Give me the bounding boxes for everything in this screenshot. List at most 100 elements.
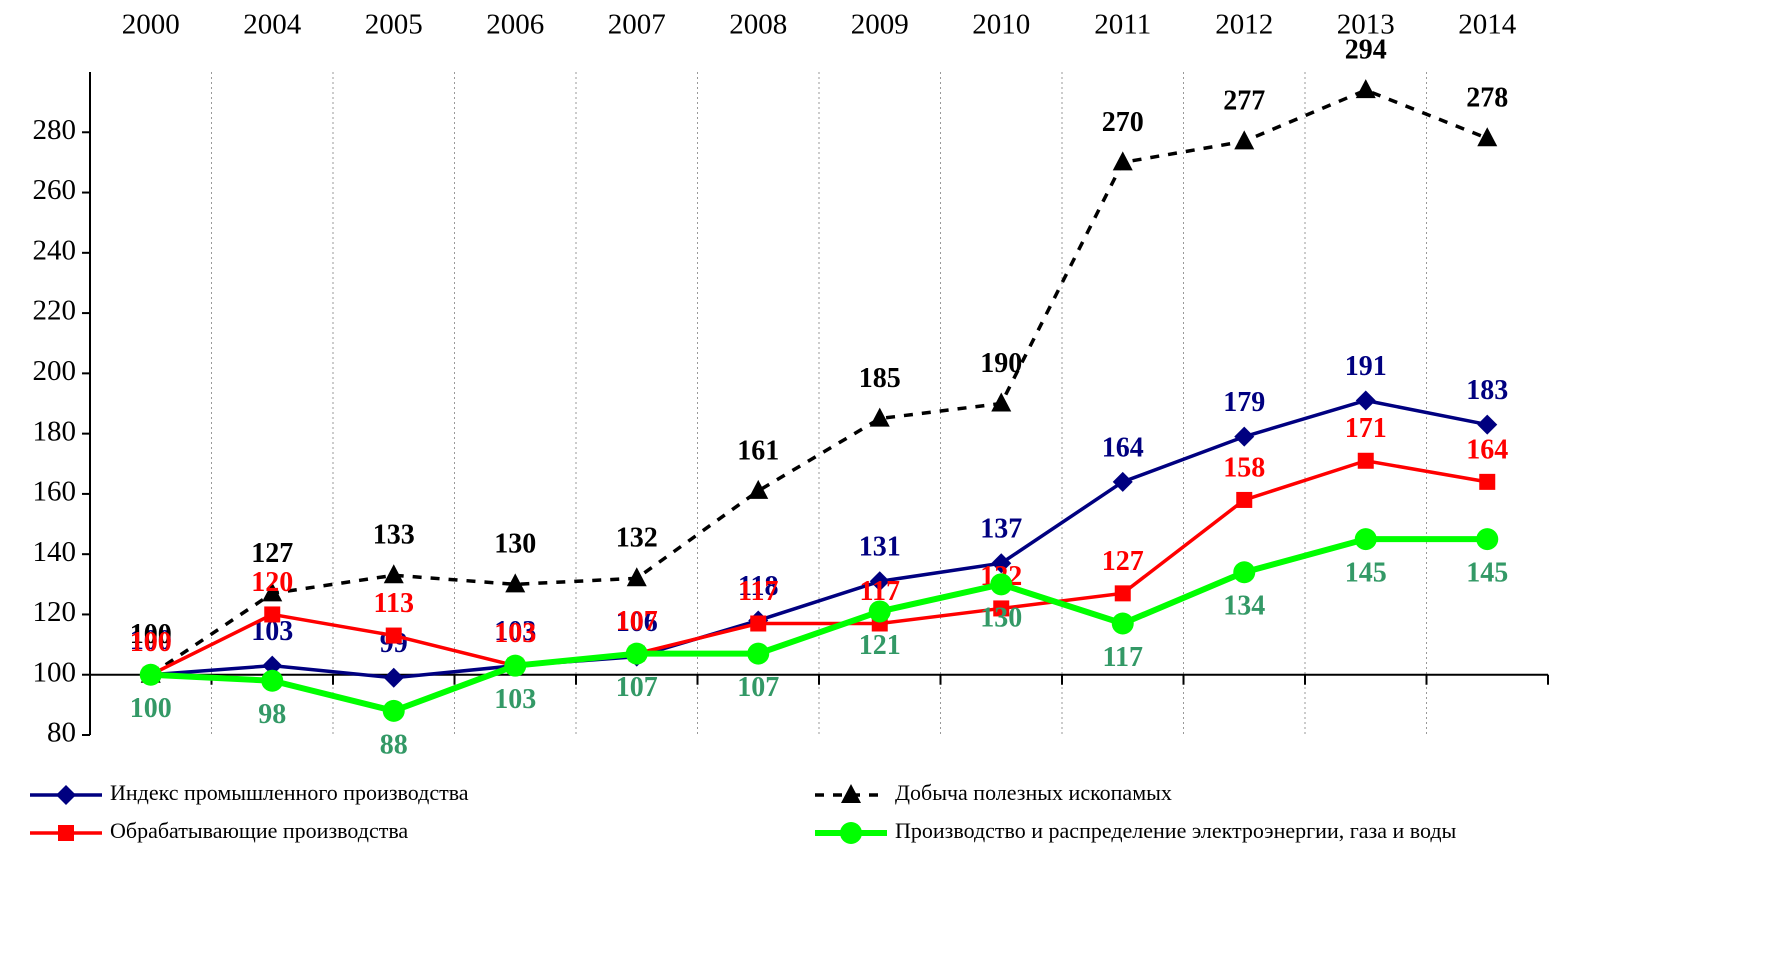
data-label: 103 bbox=[494, 616, 536, 647]
x-tick-label: 2014 bbox=[1458, 9, 1517, 41]
marker bbox=[1355, 79, 1376, 99]
data-label: 137 bbox=[980, 514, 1022, 545]
series: 100 127 133 130 132 161 185 190 270 277 294 278 bbox=[130, 35, 1508, 683]
marker bbox=[56, 785, 76, 805]
marker bbox=[264, 606, 281, 623]
marker bbox=[991, 553, 1012, 574]
data-label: 100 bbox=[130, 619, 172, 650]
data-label: 294 bbox=[1345, 35, 1387, 66]
data-label: 103 bbox=[494, 618, 536, 649]
data-label: 127 bbox=[251, 538, 293, 569]
marker bbox=[1357, 452, 1374, 469]
data-label: 179 bbox=[1223, 387, 1265, 418]
marker bbox=[748, 479, 769, 499]
data-label: 100 bbox=[130, 625, 172, 656]
data-label: 130 bbox=[980, 603, 1022, 634]
data-label: 88 bbox=[380, 729, 408, 760]
data-label: 270 bbox=[1102, 107, 1144, 138]
marker bbox=[1476, 528, 1499, 551]
data-label: 171 bbox=[1345, 413, 1387, 444]
data-label: 107 bbox=[737, 672, 779, 703]
y-tick-label: 240 bbox=[33, 234, 77, 266]
marker bbox=[383, 564, 404, 584]
data-label: 106 bbox=[616, 607, 658, 638]
legend-label: Производство и распределение электроэнер… bbox=[895, 818, 1457, 843]
data-label: 145 bbox=[1345, 558, 1387, 589]
x-tick-label: 2012 bbox=[1215, 9, 1273, 41]
data-label: 98 bbox=[258, 699, 286, 730]
marker bbox=[868, 600, 891, 623]
marker bbox=[139, 663, 162, 686]
marker bbox=[261, 669, 284, 692]
y-tick-label: 120 bbox=[33, 596, 77, 628]
series: 100 98 88 103 107 107 121 130 117 134 145 145 bbox=[130, 528, 1508, 760]
marker bbox=[1234, 426, 1255, 447]
marker bbox=[385, 627, 402, 644]
data-label: 190 bbox=[980, 348, 1022, 379]
x-tick-label: 2011 bbox=[1094, 9, 1151, 41]
marker bbox=[626, 567, 647, 587]
y-tick-label: 140 bbox=[33, 536, 77, 568]
data-label: 133 bbox=[373, 520, 415, 551]
y-tick-label: 200 bbox=[33, 355, 77, 387]
marker bbox=[1236, 491, 1253, 508]
data-label: 132 bbox=[616, 523, 658, 554]
series-line bbox=[150, 536, 1488, 715]
marker bbox=[1111, 612, 1134, 635]
data-label: 185 bbox=[859, 363, 901, 394]
y-tick-label: 80 bbox=[47, 717, 76, 749]
x-tick-label: 2007 bbox=[608, 9, 666, 41]
x-tick-label: 2000 bbox=[122, 9, 180, 41]
data-label: 117 bbox=[1103, 642, 1143, 673]
data-label: 118 bbox=[738, 571, 778, 602]
legend-label: Индекс промышленного производства bbox=[110, 780, 469, 805]
data-label: 107 bbox=[616, 672, 658, 703]
data-label: 120 bbox=[251, 567, 293, 598]
marker bbox=[625, 642, 648, 665]
data-label: 161 bbox=[737, 435, 779, 466]
marker bbox=[991, 392, 1012, 412]
series-line bbox=[150, 398, 1488, 680]
marker bbox=[747, 642, 770, 665]
x-tick-label: 2004 bbox=[243, 9, 302, 41]
data-label: 107 bbox=[616, 606, 658, 637]
y-tick-label: 280 bbox=[33, 114, 77, 146]
data-label: 158 bbox=[1223, 452, 1265, 483]
marker bbox=[262, 655, 283, 676]
x-tick-label: 2005 bbox=[365, 9, 423, 41]
marker bbox=[1233, 561, 1256, 584]
marker bbox=[990, 573, 1013, 596]
data-label: 100 bbox=[130, 693, 172, 724]
data-label: 134 bbox=[1223, 591, 1265, 622]
data-label: 117 bbox=[738, 576, 778, 607]
x-tick-label: 2013 bbox=[1337, 9, 1395, 41]
data-label: 131 bbox=[859, 532, 901, 563]
marker bbox=[869, 407, 890, 427]
data-label: 278 bbox=[1466, 83, 1508, 114]
marker bbox=[993, 600, 1010, 617]
y-tick-label: 180 bbox=[33, 415, 77, 447]
marker bbox=[1479, 473, 1496, 490]
data-label: 113 bbox=[374, 588, 414, 619]
marker bbox=[1114, 585, 1131, 602]
marker bbox=[1112, 471, 1133, 492]
y-tick-label: 220 bbox=[33, 295, 77, 327]
marker bbox=[382, 699, 405, 722]
marker bbox=[505, 573, 526, 593]
marker bbox=[58, 825, 74, 841]
marker bbox=[750, 615, 767, 632]
marker bbox=[1355, 390, 1376, 411]
data-label: 130 bbox=[494, 529, 536, 560]
legend-label: Обрабатывающие производства bbox=[110, 818, 408, 843]
marker bbox=[1112, 151, 1133, 171]
x-tick-label: 2006 bbox=[486, 9, 544, 41]
data-label: 191 bbox=[1345, 351, 1387, 382]
data-label: 100 bbox=[130, 627, 172, 658]
data-label: 183 bbox=[1466, 375, 1508, 406]
marker bbox=[869, 571, 890, 592]
x-tick-label: 2008 bbox=[729, 9, 787, 41]
x-tick-label: 2009 bbox=[851, 9, 909, 41]
y-tick-label: 100 bbox=[33, 656, 77, 688]
data-label: 145 bbox=[1466, 558, 1508, 589]
